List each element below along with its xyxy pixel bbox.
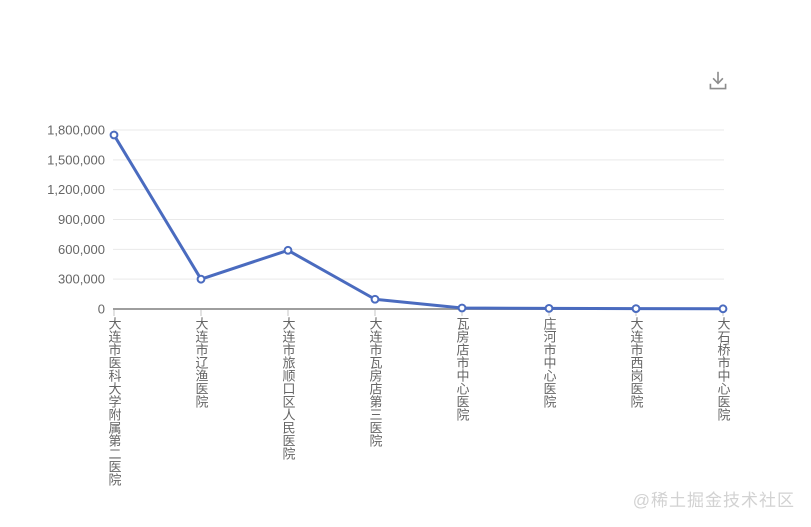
x-axis-label: 大连市旅顺口区人民医院: [280, 317, 296, 460]
data-point-marker[interactable]: [718, 304, 728, 314]
data-point-marker[interactable]: [544, 304, 554, 313]
y-axis-label: 600,000: [58, 242, 105, 257]
y-axis-label: 1,800,000: [47, 123, 105, 138]
y-axis-label: 1,500,000: [47, 152, 105, 167]
x-axis-label: 大石桥市中心医院: [715, 317, 731, 421]
download-chart-button[interactable]: [696, 60, 740, 102]
watermark: @稀土掘金技术社区: [632, 491, 795, 510]
y-axis-label: 0: [98, 302, 105, 317]
data-point-marker[interactable]: [196, 274, 206, 284]
x-axis-label: 瓦房店市中心医院: [454, 317, 470, 421]
x-axis-label: 庄河市中心医院: [541, 317, 557, 408]
data-point-marker[interactable]: [283, 245, 293, 255]
y-axis-label: 300,000: [58, 272, 105, 287]
x-axis-label: 大连市医科大学附属第二医院: [106, 317, 122, 486]
y-axis-label: 1,200,000: [47, 182, 105, 197]
x-axis-label: 大连市辽渔医院: [193, 317, 209, 408]
x-axis-label: 大连市西岗医院: [628, 317, 644, 408]
data-point-marker[interactable]: [109, 130, 119, 140]
line-series: [112, 133, 725, 311]
y-axis-label: 900,000: [58, 212, 105, 227]
data-point-marker[interactable]: [631, 304, 641, 314]
data-point-marker[interactable]: [370, 294, 380, 304]
data-point-marker[interactable]: [457, 303, 467, 313]
x-axis-label: 大连市瓦房店第三医院: [367, 317, 383, 447]
download-icon: [709, 71, 727, 90]
